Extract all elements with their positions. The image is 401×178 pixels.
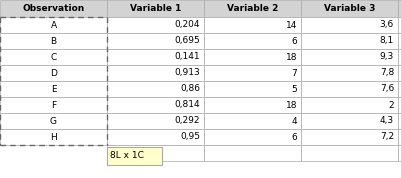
- Text: Variable 1: Variable 1: [130, 4, 181, 13]
- Text: 0,695: 0,695: [174, 36, 200, 46]
- Text: 14: 14: [286, 20, 297, 30]
- Text: 8,1: 8,1: [380, 36, 394, 46]
- Bar: [301, 145, 398, 161]
- Bar: [0, 0, 107, 17]
- Bar: [301, 0, 398, 17]
- Bar: [301, 49, 398, 65]
- Text: 18: 18: [286, 101, 297, 109]
- Bar: [107, 113, 204, 129]
- Text: 4: 4: [292, 116, 297, 125]
- Text: B: B: [51, 36, 57, 46]
- Bar: [301, 97, 398, 113]
- Bar: [204, 49, 301, 65]
- Text: 18: 18: [286, 53, 297, 62]
- Text: A: A: [51, 20, 57, 30]
- Text: 0,141: 0,141: [174, 53, 200, 62]
- Text: 0,204: 0,204: [174, 20, 200, 30]
- Text: Observation: Observation: [22, 4, 85, 13]
- Bar: [398, 17, 401, 33]
- Text: 0,814: 0,814: [174, 101, 200, 109]
- Bar: [107, 33, 204, 49]
- Text: Variable 3: Variable 3: [324, 4, 375, 13]
- Text: 7,8: 7,8: [380, 69, 394, 77]
- Bar: [398, 81, 401, 97]
- Text: 7: 7: [291, 69, 297, 77]
- Bar: [301, 129, 398, 145]
- Text: 2: 2: [389, 101, 394, 109]
- Bar: [107, 129, 204, 145]
- Bar: [107, 147, 162, 165]
- Bar: [398, 0, 401, 17]
- Bar: [398, 33, 401, 49]
- Text: 9,3: 9,3: [380, 53, 394, 62]
- Bar: [301, 33, 398, 49]
- Bar: [204, 33, 301, 49]
- Bar: [398, 113, 401, 129]
- Text: 6: 6: [291, 36, 297, 46]
- Bar: [0, 65, 107, 81]
- Text: 7,2: 7,2: [380, 132, 394, 142]
- Bar: [204, 113, 301, 129]
- Bar: [107, 0, 204, 17]
- Bar: [0, 97, 107, 113]
- Text: 0,913: 0,913: [174, 69, 200, 77]
- Text: 0,95: 0,95: [180, 132, 200, 142]
- Bar: [107, 81, 204, 97]
- Bar: [301, 113, 398, 129]
- Text: E: E: [51, 85, 56, 93]
- Text: 3,6: 3,6: [380, 20, 394, 30]
- Text: 7,6: 7,6: [380, 85, 394, 93]
- Bar: [301, 17, 398, 33]
- Text: 0,86: 0,86: [180, 85, 200, 93]
- Bar: [0, 129, 107, 145]
- Text: G: G: [50, 116, 57, 125]
- Bar: [107, 97, 204, 113]
- Bar: [301, 81, 398, 97]
- Bar: [204, 0, 301, 17]
- Bar: [0, 17, 107, 33]
- Bar: [107, 49, 204, 65]
- Bar: [398, 129, 401, 145]
- Bar: [398, 49, 401, 65]
- Bar: [398, 145, 401, 161]
- Bar: [0, 33, 107, 49]
- Bar: [204, 17, 301, 33]
- Text: D: D: [50, 69, 57, 77]
- Bar: [107, 65, 204, 81]
- Text: 8L x 1C: 8L x 1C: [110, 151, 144, 161]
- Bar: [0, 81, 107, 97]
- Text: 4,3: 4,3: [380, 116, 394, 125]
- Bar: [398, 65, 401, 81]
- Bar: [204, 129, 301, 145]
- Bar: [301, 65, 398, 81]
- Text: F: F: [51, 101, 56, 109]
- Bar: [204, 81, 301, 97]
- Text: C: C: [51, 53, 57, 62]
- Text: 5: 5: [291, 85, 297, 93]
- Bar: [107, 145, 204, 161]
- Bar: [107, 17, 204, 33]
- Text: Variable 2: Variable 2: [227, 4, 278, 13]
- Text: 6: 6: [291, 132, 297, 142]
- Bar: [0, 49, 107, 65]
- Bar: [0, 113, 107, 129]
- Text: 0,292: 0,292: [174, 116, 200, 125]
- Bar: [398, 97, 401, 113]
- Bar: [204, 97, 301, 113]
- Bar: [204, 65, 301, 81]
- Bar: [204, 145, 301, 161]
- Text: H: H: [50, 132, 57, 142]
